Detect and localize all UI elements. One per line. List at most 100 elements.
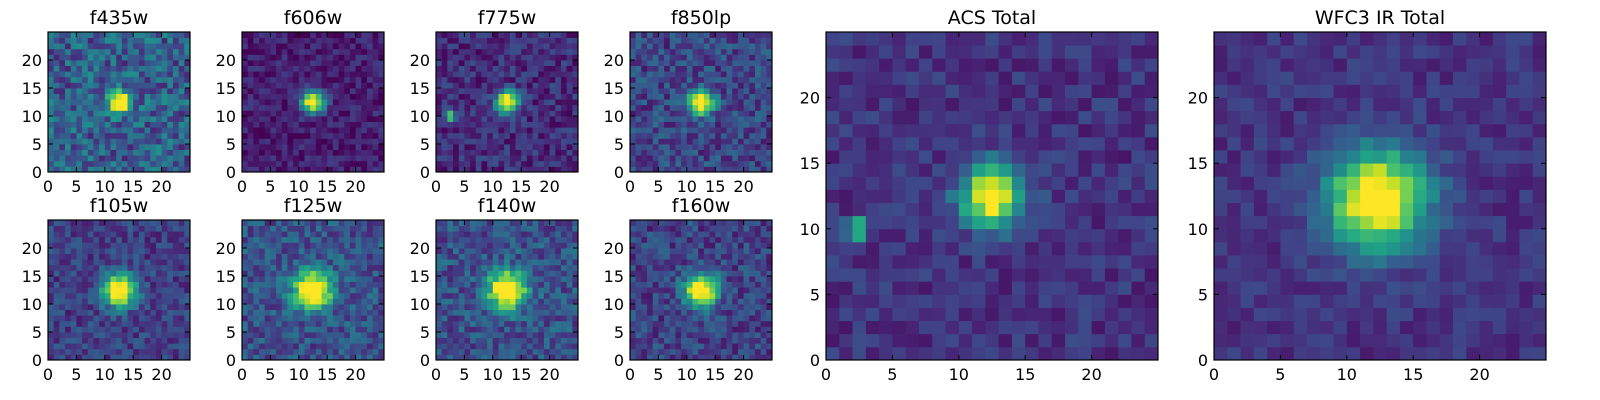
heatmap-cell	[361, 326, 368, 333]
heatmap-cell	[515, 343, 522, 350]
heatmap-cell	[82, 104, 89, 111]
heatmap-cell	[509, 71, 516, 78]
heatmap-cell	[172, 37, 180, 44]
heatmap-cell	[321, 348, 328, 355]
heatmap-cell	[361, 144, 368, 150]
heatmap-cell	[259, 298, 266, 305]
heatmap-cell	[127, 93, 134, 100]
heatmap-cell	[532, 276, 539, 282]
heatmap-cell	[99, 259, 106, 266]
heatmap-cell	[327, 236, 334, 243]
heatmap-cell	[709, 132, 716, 139]
heatmap-cell	[378, 104, 385, 111]
heatmap-cell	[110, 71, 117, 78]
heatmap-cell	[327, 71, 334, 78]
heatmap-cell	[184, 166, 191, 173]
heatmap-cell	[526, 248, 533, 254]
heatmap-cell	[436, 253, 443, 260]
heatmap-cell	[70, 48, 77, 55]
heatmap-cell	[515, 127, 522, 134]
heatmap-cell	[276, 225, 283, 232]
heatmap-cell	[453, 309, 460, 316]
heatmap-cell	[436, 259, 443, 266]
heatmap-cell	[293, 220, 300, 226]
heatmap-cell	[321, 343, 328, 350]
heatmap-cell	[515, 242, 522, 249]
heatmap-cell	[566, 220, 573, 226]
heatmap-cell	[110, 138, 117, 145]
heatmap-cell	[366, 270, 374, 277]
heatmap-cell	[355, 132, 362, 139]
heatmap-cell	[509, 225, 516, 232]
heatmap-cell	[475, 281, 482, 288]
heatmap-cell	[487, 270, 494, 277]
heatmap-cell	[675, 287, 682, 294]
heatmap-cell	[121, 71, 128, 78]
heatmap-cell	[532, 88, 539, 94]
heatmap-cell	[754, 337, 762, 344]
heatmap-cell	[93, 309, 100, 316]
heatmap-cell	[349, 60, 356, 66]
heatmap-cell	[538, 236, 545, 243]
heatmap-cell	[669, 270, 676, 277]
heatmap-cell	[526, 292, 533, 299]
heatmap-cell	[532, 337, 539, 344]
heatmap-cell	[709, 93, 716, 100]
heatmap-cell	[133, 348, 140, 355]
heatmap-cell	[327, 99, 334, 106]
heatmap-cell	[127, 110, 134, 117]
heatmap-cell	[635, 332, 642, 338]
heatmap-cell	[344, 144, 351, 150]
heatmap-cell	[675, 276, 682, 282]
heatmap-cell	[321, 225, 328, 232]
heatmap-cell	[293, 248, 300, 254]
heatmap-cell	[167, 259, 174, 266]
heatmap-cell	[172, 326, 180, 333]
heatmap-cell	[155, 248, 162, 254]
heatmap-cell	[48, 155, 55, 162]
heatmap-cell	[93, 116, 100, 122]
heatmap-cell	[150, 121, 157, 128]
heatmap-cell	[526, 48, 533, 55]
heatmap-cell	[138, 337, 145, 344]
heatmap-cell	[82, 32, 89, 38]
heatmap-cell	[664, 116, 671, 122]
heatmap-cell	[138, 304, 145, 310]
heatmap-cell	[138, 99, 145, 106]
x-tick-label: 0	[431, 365, 441, 384]
heatmap-cell	[572, 276, 579, 282]
heatmap-cell	[178, 304, 185, 310]
heatmap-cell	[315, 65, 322, 72]
heatmap-cell	[669, 326, 676, 333]
heatmap-cell	[144, 231, 151, 238]
heatmap-cell	[560, 144, 568, 150]
heatmap-cell	[315, 309, 322, 316]
heatmap-cell	[87, 270, 94, 277]
heatmap-cell	[749, 88, 756, 94]
heatmap-cell	[720, 104, 727, 111]
heatmap-cell	[172, 48, 180, 55]
heatmap-cell	[133, 144, 140, 150]
heatmap-cell	[167, 166, 174, 173]
heatmap-cell	[726, 309, 733, 316]
y-tick-label: 5	[32, 135, 42, 154]
heatmap-cell	[641, 326, 648, 333]
heatmap-cell	[338, 276, 345, 282]
heatmap-cell	[144, 337, 151, 344]
heatmap-cell	[276, 110, 283, 117]
heatmap-cell	[749, 160, 756, 167]
heatmap-cell	[754, 37, 762, 44]
heatmap-cell	[270, 292, 277, 299]
heatmap-cell	[349, 149, 356, 156]
heatmap-cell	[349, 270, 356, 277]
heatmap-cell	[686, 166, 693, 173]
heatmap-cell	[76, 76, 83, 83]
heatmap-cell	[498, 76, 505, 83]
heatmap-cell	[737, 93, 744, 100]
heatmap-cell	[555, 220, 562, 226]
heatmap-cell	[566, 65, 573, 72]
heatmap-cell	[53, 315, 60, 322]
heatmap-cell	[464, 138, 471, 145]
heatmap-cell	[532, 110, 539, 117]
heatmap-cell	[53, 116, 60, 122]
